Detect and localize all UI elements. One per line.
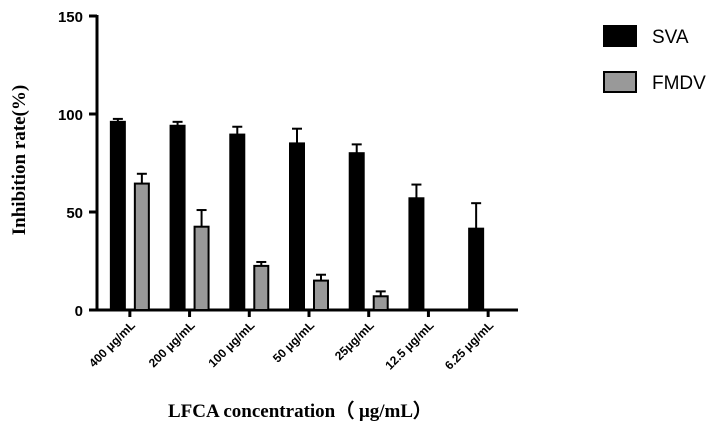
bar-fmdv [313, 279, 329, 312]
legend-swatch-sva [603, 25, 637, 47]
x-tick-label: 6.25 μg/mL [442, 318, 496, 372]
bar-sva [169, 124, 186, 312]
y-axis: 0 50 100 150 [58, 9, 99, 320]
legend-label-sva: SVA [652, 27, 689, 48]
legend-swatch-fmdv [603, 71, 637, 93]
bar-fmdv [133, 182, 150, 311]
legend-label-fmdv: FMDV [652, 73, 706, 94]
y-tick-label: 100 [58, 107, 83, 124]
x-tick-label: 200 μg/mL [146, 318, 198, 370]
bar-fmdv [253, 264, 270, 311]
bar-sva [289, 142, 305, 311]
y-tick-label: 150 [58, 9, 83, 26]
bar-fmdv [193, 225, 210, 311]
x-tick-label: 12.5 μg/mL [382, 318, 436, 372]
y-tick-label: 50 [66, 205, 83, 222]
bars [109, 117, 485, 312]
bar-sva [348, 152, 365, 311]
x-tick-label: 100 μg/mL [206, 318, 258, 370]
x-tick-label: 25μg/mL [332, 318, 377, 363]
legend: SVA FMDV [603, 25, 706, 94]
bar-fmdv [372, 295, 389, 311]
y-tick-label: 0 [75, 303, 83, 320]
x-tick-label: 400 μg/mL [86, 318, 138, 370]
x-tick-label: 50 μg/mL [270, 318, 317, 365]
x-axis [95, 308, 518, 317]
x-axis-title: LFCA concentration（ μg/mL） [168, 399, 432, 422]
bar-sva [229, 133, 246, 311]
bar-sva [408, 197, 425, 311]
bar-sva [468, 227, 485, 311]
bar-sva [109, 120, 126, 311]
y-axis-title: Inhibition rate(%) [9, 85, 30, 235]
category-labels: 400 μg/mL 200 μg/mL 100 μg/mL 50 μg/mL 25μg/… [86, 318, 496, 372]
